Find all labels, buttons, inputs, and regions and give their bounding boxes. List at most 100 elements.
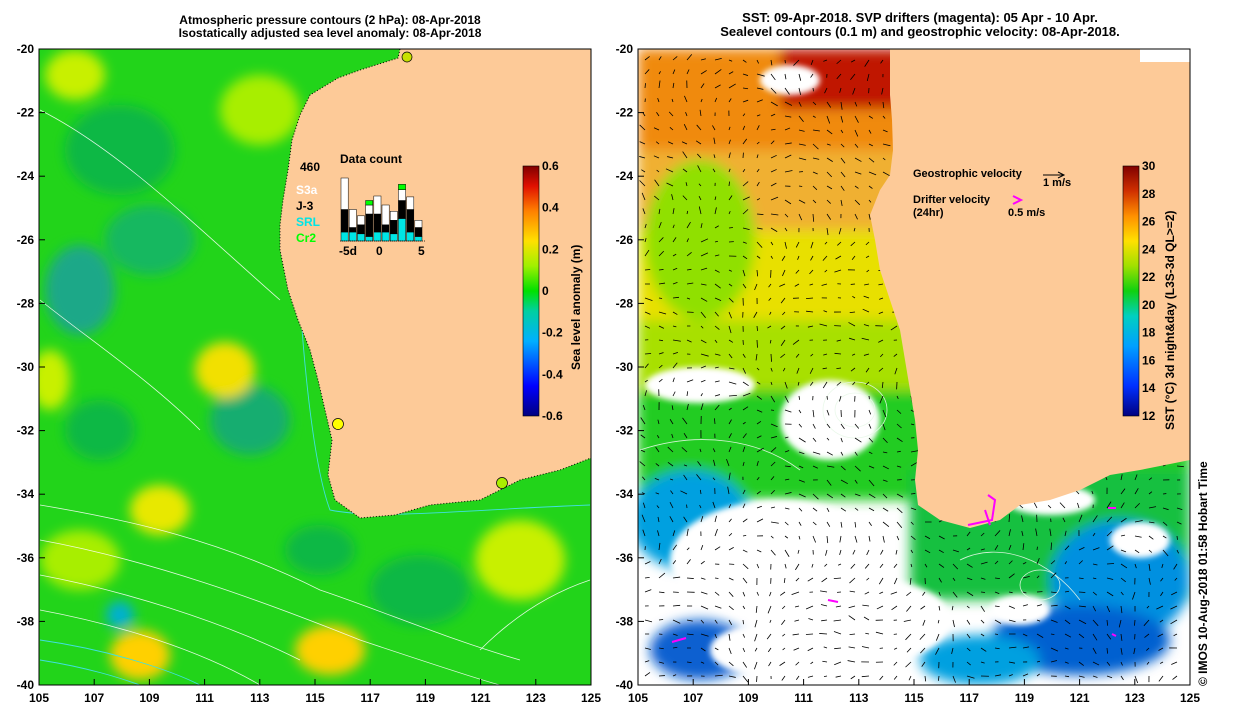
velocity-vector (980, 561, 988, 565)
velocity-vector (878, 339, 884, 343)
velocity-vector (798, 437, 806, 443)
velocity-vector (779, 661, 786, 666)
velocity-vector (714, 325, 720, 330)
velocity-vector (840, 185, 845, 191)
velocity-vector (1036, 604, 1042, 607)
velocity-vector (882, 423, 886, 431)
left-title-line2: Isostatically adjusted sea level anomaly… (178, 26, 482, 40)
velocity-vector (672, 362, 678, 369)
velocity-vector (714, 647, 719, 651)
velocity-vector (910, 549, 914, 554)
velocity-vector (1176, 507, 1183, 511)
data-count-bar (381, 224, 390, 233)
lon-tick-label: 111 (794, 691, 813, 705)
velocity-vector (698, 206, 702, 215)
velocity-vector (951, 647, 954, 655)
velocity-vector (742, 619, 744, 625)
lon-tick-label: 123 (1125, 691, 1145, 705)
velocity-vector (683, 516, 688, 523)
velocity-vector (854, 157, 862, 162)
velocity-vector (980, 548, 985, 551)
velocity-vector (798, 115, 804, 123)
land-australia (870, 49, 1190, 528)
velocity-vector (1022, 543, 1025, 551)
velocity-vector (1148, 506, 1157, 509)
velocity-vector (1036, 557, 1040, 565)
velocity-vector (862, 308, 870, 313)
velocity-vector (700, 544, 704, 551)
velocity-vector (700, 647, 706, 652)
velocity-vector (1092, 547, 1100, 551)
velocity-vector (682, 151, 688, 159)
velocity-vector (893, 563, 898, 568)
velocity-vector (795, 353, 800, 358)
velocity-vector (1133, 647, 1136, 655)
velocity-vector (865, 632, 870, 635)
velocity-vector (742, 461, 745, 467)
velocity-vector (798, 101, 802, 107)
velocity-vector (826, 521, 831, 527)
velocity-vector (812, 171, 818, 175)
velocity-vector (839, 87, 842, 93)
velocity-vector (966, 661, 971, 666)
velocity-vector (658, 311, 667, 315)
velocity-vector (854, 213, 858, 220)
velocity-vector (906, 647, 912, 653)
velocity-vector (756, 73, 765, 77)
velocity-vector (798, 507, 803, 512)
velocity-vector (854, 507, 859, 511)
velocity-vector (784, 142, 792, 145)
velocity-vector (1171, 591, 1178, 596)
velocity-vector (836, 367, 842, 370)
sst-colorbar (1122, 165, 1140, 417)
velocity-vector (728, 152, 731, 159)
lon-tick-label: 125 (581, 691, 601, 705)
velocity-vector (835, 675, 842, 678)
lon-tick-label: 119 (1015, 691, 1035, 705)
pressure-contours (39, 109, 591, 685)
velocity-vector (852, 381, 856, 386)
velocity-vector (698, 195, 702, 201)
velocity-vector (909, 577, 912, 585)
velocity-vector (839, 395, 842, 402)
velocity-vector (728, 283, 733, 287)
velocity-vector (728, 297, 734, 303)
velocity-vector (812, 423, 816, 429)
velocity-vector (812, 129, 820, 132)
velocity-vector (798, 465, 804, 469)
velocity-vector (823, 310, 828, 313)
velocity-vector (756, 591, 759, 596)
velocity-vector (910, 462, 918, 467)
velocity-vector (826, 423, 831, 429)
velocity-vector (784, 241, 787, 249)
left-title-line1: Atmospheric pressure contours (2 hPa): 0… (179, 13, 481, 27)
velocity-vector (770, 436, 778, 439)
velocity-vector (910, 507, 917, 511)
lat-tick-label: -34 (616, 487, 634, 501)
lon-tick-label: 109 (738, 691, 758, 705)
velocity-vector (742, 577, 748, 584)
velocity-vector (742, 269, 746, 277)
velocity-vector (840, 199, 843, 207)
velocity-vector (1062, 517, 1066, 523)
velocity-vector (868, 409, 872, 415)
velocity-vector (770, 353, 772, 362)
velocity-vector (742, 563, 749, 570)
velocity-vector (658, 572, 666, 579)
velocity-vector (756, 87, 764, 90)
velocity-vector (658, 71, 661, 75)
velocity-vector (686, 252, 692, 257)
lon-tick-label: 113 (849, 691, 869, 705)
velocity-vector (833, 631, 842, 635)
mission-label: S3a (296, 183, 318, 197)
velocity-vector (797, 381, 800, 386)
velocity-vector (1120, 647, 1123, 655)
velocity-vector (1036, 633, 1044, 638)
velocity-vector (714, 283, 721, 289)
velocity-vector (728, 211, 731, 215)
velocity-vector (714, 97, 718, 103)
velocity-vector (700, 379, 706, 383)
velocity-vector (812, 87, 814, 92)
sst-colorbar-label: SST (°C) 3d night&day (L3S-3d QL>=2) (1163, 210, 1177, 431)
velocity-vector (714, 515, 717, 523)
